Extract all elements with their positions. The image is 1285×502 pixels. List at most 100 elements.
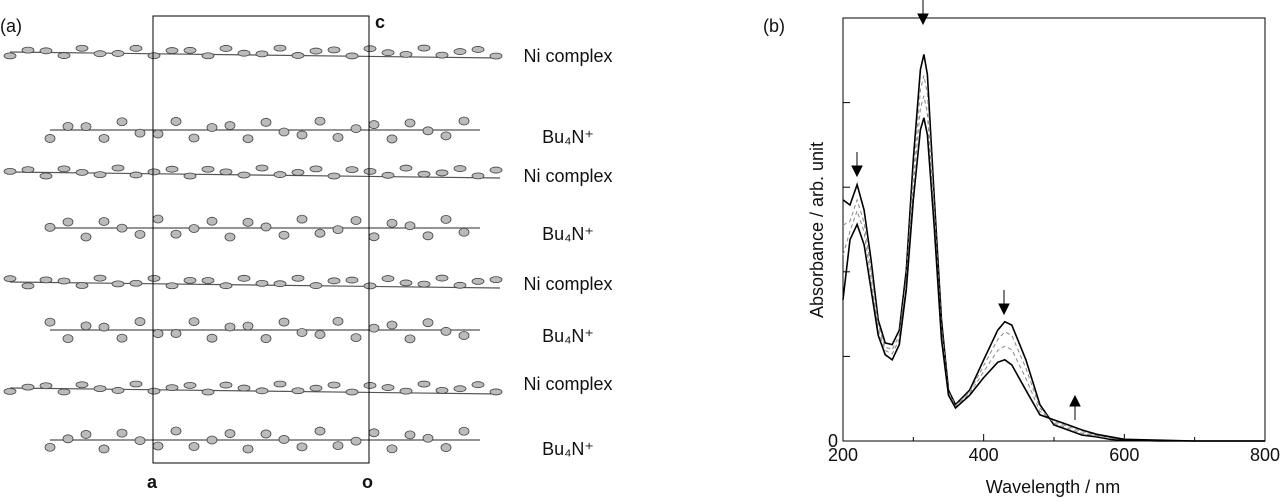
atom — [278, 317, 290, 327]
atom — [62, 121, 74, 131]
atom — [422, 318, 434, 328]
atom — [93, 385, 107, 392]
atom — [152, 129, 164, 139]
atom — [350, 436, 362, 446]
atom — [291, 169, 305, 176]
atom — [260, 334, 272, 343]
atom — [219, 45, 233, 52]
atom — [206, 123, 218, 132]
atom — [183, 381, 197, 389]
atom — [201, 388, 215, 396]
atom — [440, 214, 452, 224]
layer-label: Ni complex — [523, 46, 612, 66]
atom — [98, 322, 110, 332]
atom — [75, 168, 89, 176]
atom — [206, 333, 218, 343]
layer-label: Ni complex — [523, 374, 612, 394]
layer-label: Bu₄N⁺ — [542, 439, 594, 459]
atom — [453, 385, 467, 393]
atom — [278, 230, 290, 240]
atom — [309, 165, 323, 173]
panel-label: (a) — [0, 16, 22, 36]
atom — [386, 320, 398, 330]
atom — [422, 126, 434, 136]
y-axis-label: Absorbance / arb. unit — [807, 142, 827, 318]
atom — [224, 121, 236, 130]
bond — [9, 51, 501, 59]
atom — [93, 50, 107, 58]
atom — [170, 329, 182, 338]
atom — [314, 330, 326, 339]
atom — [471, 277, 485, 285]
atom — [147, 168, 161, 176]
atom — [345, 388, 359, 396]
layer-label: Ni complex — [523, 166, 612, 186]
atom — [363, 382, 377, 389]
atom — [363, 167, 377, 175]
atom — [332, 132, 344, 142]
atom — [273, 280, 287, 288]
atom — [183, 46, 197, 54]
atom — [3, 167, 17, 175]
atom — [255, 50, 269, 58]
atom — [165, 384, 179, 392]
atom — [116, 428, 128, 438]
atom — [399, 387, 413, 395]
atom — [134, 317, 146, 326]
spectrum-line — [842, 54, 1265, 442]
atom — [62, 434, 74, 444]
atom — [273, 171, 287, 178]
atom — [188, 133, 200, 143]
crystal-structure — [3, 44, 503, 454]
atom — [80, 430, 92, 439]
atom — [363, 282, 377, 290]
atom — [57, 52, 71, 59]
atom — [206, 216, 218, 226]
atom — [152, 441, 164, 451]
atom — [404, 334, 416, 344]
atom — [440, 326, 452, 336]
atom — [458, 426, 470, 436]
atom — [332, 441, 344, 451]
atom — [170, 229, 182, 239]
atom — [75, 282, 89, 289]
atom — [152, 214, 164, 224]
atom — [3, 52, 17, 60]
x-tick-label: 200 — [828, 445, 858, 465]
atom — [381, 171, 395, 179]
atom — [471, 46, 485, 53]
atom — [345, 166, 359, 174]
bond — [9, 171, 501, 179]
atom — [291, 52, 305, 59]
atom — [62, 334, 74, 344]
atom — [80, 321, 92, 331]
atom — [44, 317, 56, 327]
spectrum-line — [842, 117, 1265, 442]
atom — [327, 46, 341, 54]
atom — [116, 333, 128, 343]
atom — [296, 328, 308, 337]
atom — [219, 381, 233, 389]
atom — [255, 280, 269, 287]
x-tick-label: 400 — [969, 445, 999, 465]
atom — [278, 435, 290, 444]
atom — [453, 281, 467, 289]
atom — [327, 381, 341, 389]
trend-arrows — [851, 0, 1081, 420]
atom — [201, 52, 215, 60]
atom — [219, 282, 233, 290]
atom — [98, 133, 110, 143]
cell-axis-label: a — [147, 472, 158, 492]
atom — [404, 221, 416, 231]
atom — [422, 433, 434, 443]
atom — [147, 387, 161, 395]
atom — [296, 130, 308, 140]
atom — [75, 44, 89, 52]
atom — [350, 333, 362, 343]
atom — [39, 172, 53, 180]
atom — [44, 134, 56, 143]
atom — [201, 165, 215, 173]
atom — [80, 232, 92, 242]
atom — [471, 172, 485, 180]
atom — [242, 134, 254, 144]
